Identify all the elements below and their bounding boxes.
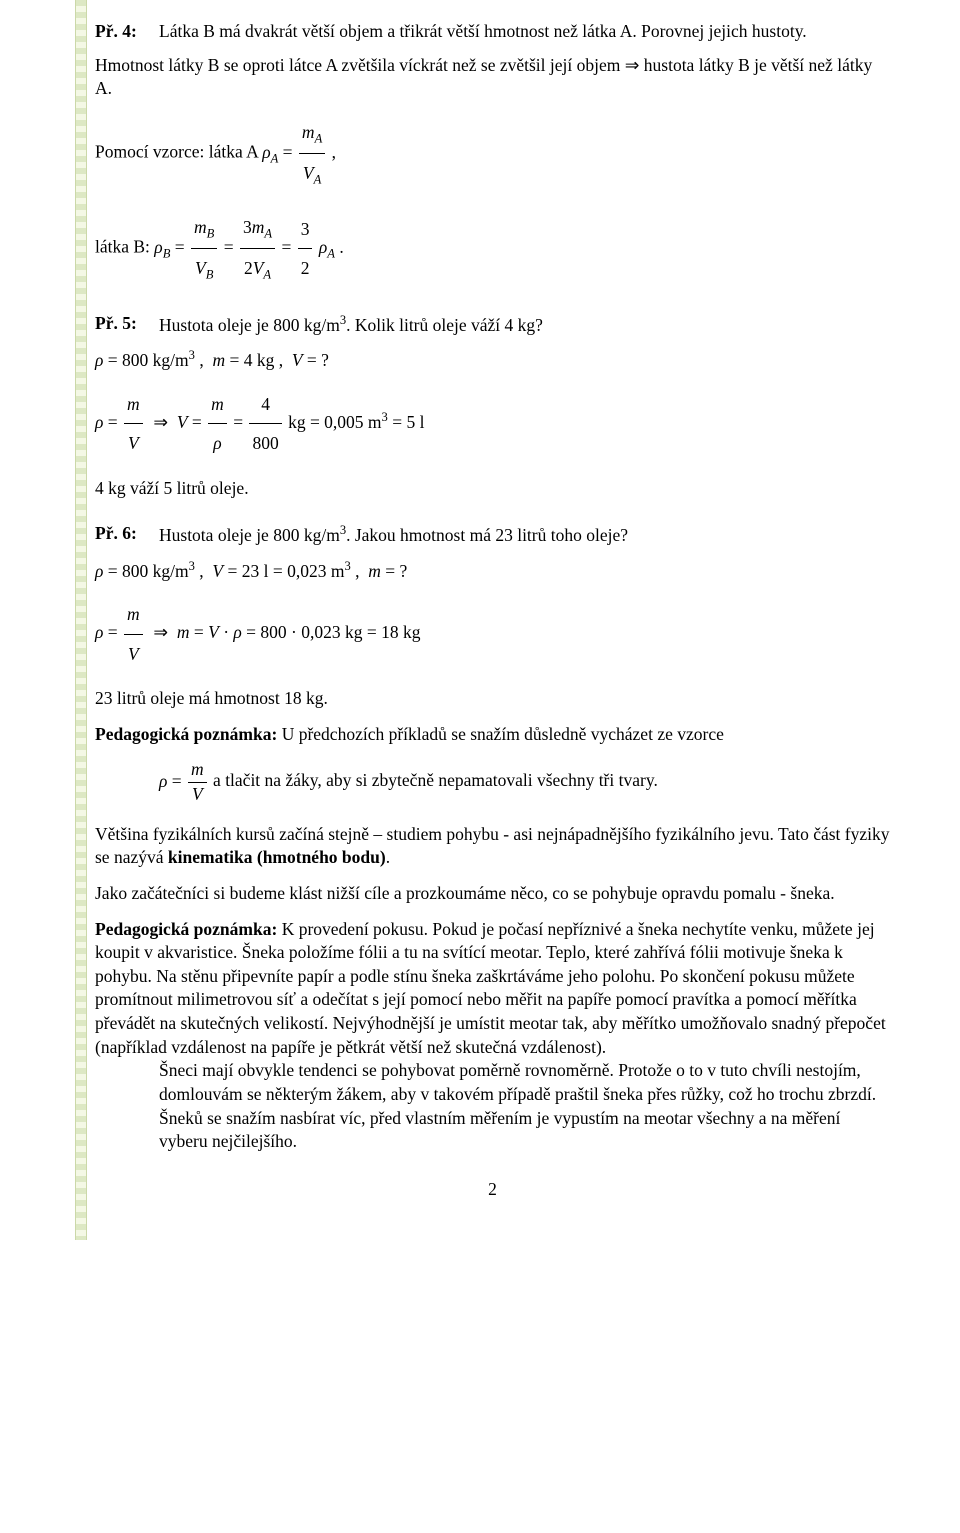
ex5-given: ρ = 800 kg/m3 , m = 4 kg , V = ? (95, 347, 890, 372)
page: Př. 4: Látka B má dvakrát větší objem a … (0, 0, 960, 1231)
exercise-4: Př. 4: Látka B má dvakrát větší objem a … (95, 20, 890, 44)
exercise-6: Př. 6: Hustota oleje je 800 kg/m3. Jakou… (95, 522, 890, 547)
note2-p1: Pedagogická poznámka: K provedení pokusu… (95, 918, 890, 1060)
ex4-label: Př. 4: (95, 20, 159, 44)
margin-ruler (75, 0, 87, 1240)
exercise-5: Př. 5: Hustota oleje je 800 kg/m3. Kolik… (95, 312, 890, 337)
content: Př. 4: Látka B má dvakrát větší objem a … (95, 20, 890, 1201)
note1-body-a: U předchozích příkladů se snažím důsledn… (277, 724, 724, 744)
ex6-m-eq: m (177, 622, 190, 642)
ex5-prompt: Hustota oleje je 800 kg/m3. Kolik litrů … (159, 312, 890, 337)
ex6-label: Př. 6: (95, 522, 159, 547)
ex5-calc: ρ = mV ⇒ V = mρ = 4800 kg = 0,005 m3 = 5… (95, 385, 890, 463)
page-number: 2 (95, 1178, 890, 1202)
ex6-prompt: Hustota oleje je 800 kg/m3. Jakou hmotno… (159, 522, 890, 547)
ex5-prompt-a: Hustota oleje je (159, 315, 273, 335)
ex4-formula-B: látka B: ρB = mBVB = 3mA2VA = 32 ρA . (95, 208, 890, 289)
note2-p2: Šneci mají obvykle tendenci se pohybovat… (95, 1059, 890, 1106)
ex5-given-m: m (212, 350, 225, 370)
ex6-answer: 23 litrů oleje má hmotnost 18 kg. (95, 687, 890, 711)
ex5-800: 800 kg/m3 (273, 315, 346, 335)
note1-line1: Pedagogická poznámka: U předchozích přík… (95, 723, 890, 747)
ex4-formula-intro: Pomocí vzorce: látka A (95, 142, 262, 162)
ex4-rhoB: ρB = mBVB = 3mA2VA = 32 ρA . (154, 237, 343, 257)
ex4-line1: Hmotnost látky B se oproti látce A zvětš… (95, 54, 890, 101)
note1-body-b: a tlačit na žáky, aby si zbytečně nepama… (213, 771, 658, 791)
ex6-prompt-b: . Jakou hmotnost má 23 litrů toho oleje? (346, 525, 628, 545)
ex5-given-rho: 800 kg/m (122, 350, 189, 370)
note1-lead: Pedagogická poznámka: (95, 724, 277, 744)
ex5-result-tail2: = 5 l (388, 412, 425, 432)
para-snek: Jako začátečníci si budeme klást nižší c… (95, 882, 890, 906)
ex5-result-tail: kg = 0,005 m (288, 412, 381, 432)
ex4-prompt: Látka B má dvakrát větší objem a třikrát… (159, 20, 890, 44)
note2-body: K provedení pokusu. Pokud je počasí nepř… (95, 919, 886, 1057)
ex4-formula-A: Pomocí vzorce: látka A ρA = mAVA , (95, 113, 890, 194)
ex6-given: ρ = 800 kg/m3 , V = 23 l = 0,023 m3 , m … (95, 558, 890, 583)
note2-lead: Pedagogická poznámka: (95, 919, 277, 939)
note1-line2: ρ = mV a tlačit na žáky, aby si zbytečně… (95, 758, 890, 806)
ex5-prompt-b: . Kolik litrů oleje váží 4 kg? (346, 315, 543, 335)
ex4-rhoA: ρA = mAVA , (262, 142, 336, 162)
para1-bold: kinematika (hmotného bodu) (168, 847, 386, 867)
ex4-latkaB: látka B: (95, 237, 154, 257)
note2-p3: Šneků se snažím nasbírat víc, před vlast… (95, 1107, 890, 1154)
ex6-calc: ρ = mV ⇒ m = V · ρ = 800 · 0,023 kg = 18… (95, 595, 890, 673)
ex5-label: Př. 5: (95, 312, 159, 337)
ex5-answer: 4 kg váží 5 litrů oleje. (95, 477, 890, 501)
ex6-prompt-a: Hustota oleje je (159, 525, 273, 545)
para-kinematika: Většina fyzikálních kursů začíná stejně … (95, 823, 890, 870)
